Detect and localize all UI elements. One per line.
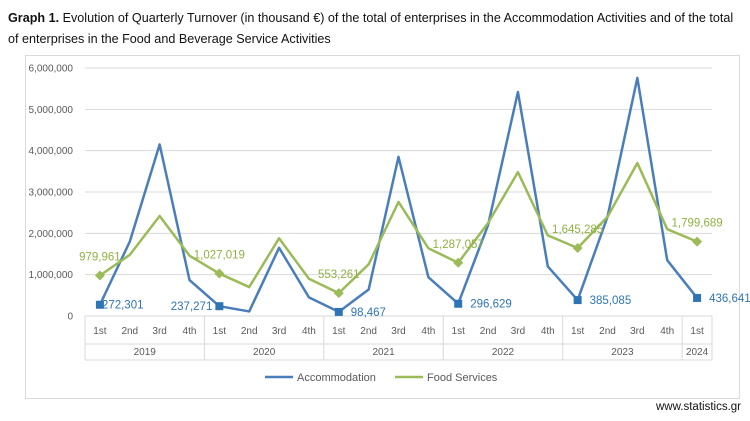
food-services-marker [572, 242, 583, 253]
accommodation-data-label: 237,271 [171, 301, 213, 313]
x-tick-label: 3rd [511, 326, 525, 337]
food-services-marker [214, 268, 225, 279]
accommodation-data-label: 272,301 [102, 300, 144, 312]
data-labels: 272,301 237,271 98,467 296,629 385,085 436,64… [79, 218, 750, 319]
x-tick-label: 1st [332, 326, 346, 337]
x-tick-label: 2nd [121, 326, 138, 337]
accommodation-marker [693, 293, 702, 302]
y-tick-label: 1,000,000 [29, 270, 74, 281]
x-tick-label: 2nd [480, 326, 497, 337]
x-tick-label: 1st [213, 326, 227, 337]
x-tick-label: 2nd [241, 326, 258, 337]
food-services-data-label: 1,027,019 [194, 250, 245, 262]
x-tick-label: 1st [452, 326, 466, 337]
chart-title-text: Evolution of Quarterly Turnover (in thou… [8, 11, 734, 46]
accommodation-data-label: 98,467 [351, 307, 386, 319]
accommodation-marker [215, 302, 224, 311]
y-tick-label: 5,000,000 [29, 105, 74, 116]
food-services-marker [94, 270, 105, 281]
x-tick-label: 4th [421, 326, 435, 337]
accommodation-line [98, 76, 699, 314]
year-label: 2024 [686, 347, 709, 358]
gridlines [85, 67, 712, 317]
chart-title: Graph 1. Evolution of Quarterly Turnover… [8, 8, 743, 50]
y-tick-label: 0 [67, 312, 73, 323]
source-link[interactable]: www.statistics.gr [656, 401, 741, 413]
y-tick-label: 2,000,000 [29, 229, 74, 240]
accommodation-marker [573, 296, 582, 305]
x-tick-label: 4th [302, 326, 316, 337]
accommodation-data-label: 296,629 [470, 299, 512, 311]
food-services-data-label: 1,645,285 [552, 224, 603, 236]
year-label: 2022 [492, 347, 515, 358]
x-tick-label: 4th [183, 326, 197, 337]
accommodation-marker [334, 307, 343, 316]
year-label: 2019 [134, 347, 157, 358]
chart-title-prefix: Graph 1. [8, 11, 60, 25]
x-tick-label: 2nd [360, 326, 377, 337]
x-tick-label: 3rd [630, 326, 644, 337]
x-tick-label: 4th [660, 326, 674, 337]
y-tick-label: 3,000,000 [29, 188, 74, 199]
axes: 0 1,000,000 2,000,000 3,000,000 4,000,000 5,0… [29, 64, 713, 361]
food-services-marker [453, 257, 464, 268]
year-label: 2021 [372, 347, 395, 358]
food-services-line [99, 161, 698, 295]
legend-food-services-label: Food Services [427, 372, 498, 384]
legend-accommodation-label: Accommodation [297, 372, 376, 384]
year-label: 2023 [611, 347, 634, 358]
food-services-data-label: 553,261 [318, 269, 360, 281]
food-services-marker [333, 288, 344, 299]
series [94, 76, 703, 316]
x-tick-label: 3rd [391, 326, 405, 337]
accommodation-data-label: 436,641 [709, 293, 750, 305]
y-tick-label: 6,000,000 [29, 64, 74, 75]
x-tick-label: 1st [93, 326, 107, 337]
accommodation-data-label: 385,085 [590, 295, 632, 307]
food-services-marker [692, 236, 703, 247]
x-tick-label: 2nd [599, 326, 616, 337]
x-tick-label: 3rd [272, 326, 286, 337]
year-label: 2020 [253, 347, 276, 358]
x-tick-label: 1st [690, 326, 704, 337]
accommodation-marker [454, 299, 463, 308]
food-services-data-label: 1,799,689 [671, 218, 722, 230]
legend: Accommodation Food Services [265, 372, 498, 384]
y-tick-label: 4,000,000 [29, 146, 74, 157]
x-tick-label: 4th [541, 326, 555, 337]
x-tick-label: 3rd [152, 326, 166, 337]
food-services-data-label: 979,961 [79, 251, 121, 263]
accommodation-marker [95, 300, 104, 309]
x-tick-label: 1st [571, 326, 585, 337]
food-services-data-label: 1,287,057 [433, 239, 484, 251]
